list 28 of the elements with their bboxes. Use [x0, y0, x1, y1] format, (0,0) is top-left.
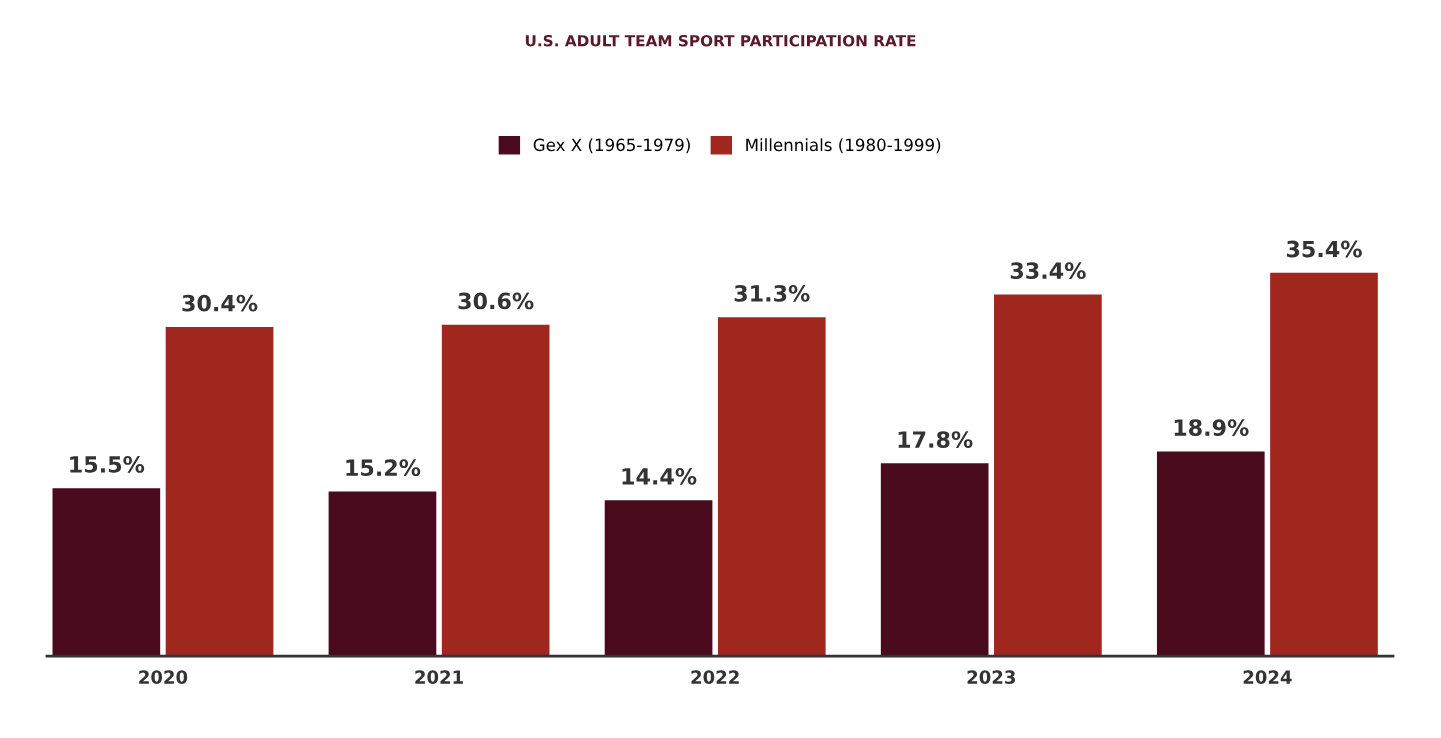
chart-title: U.S. ADULT TEAM SPORT PARTICIPATION RATE: [525, 34, 916, 47]
data-label: 33.4%: [1010, 262, 1086, 280]
bar: [880, 463, 989, 657]
bar: [717, 317, 826, 657]
data-label: 30.4%: [182, 294, 258, 312]
data-label: 17.8%: [898, 431, 973, 448]
legend-label: Millennials (1980-1999): [746, 138, 941, 154]
data-label: 31.3%: [734, 284, 810, 302]
bar: [52, 488, 161, 657]
data-label: 14.4%: [622, 467, 697, 485]
data-label: 15.5%: [70, 456, 145, 473]
x-tick-label: 2021: [415, 670, 463, 684]
bar: [1270, 272, 1378, 657]
data-label: 15.2%: [346, 459, 421, 477]
data-label: 30.6%: [458, 292, 534, 310]
bar: [441, 324, 550, 657]
x-tick-label: 2023: [967, 670, 1015, 684]
legend-label: Gex X (1965-1979): [533, 138, 690, 154]
bar: [1156, 451, 1265, 657]
data-label: 35.4%: [1286, 240, 1362, 258]
bar: [328, 491, 437, 657]
bar: [165, 326, 274, 657]
x-tick-label: 2022: [691, 670, 739, 684]
bar: [994, 294, 1102, 657]
data-label: 18.9%: [1174, 419, 1249, 437]
x-tick-label: 2020: [139, 670, 188, 684]
bar: [604, 500, 713, 657]
x-tick-label: 2024: [1243, 670, 1292, 684]
